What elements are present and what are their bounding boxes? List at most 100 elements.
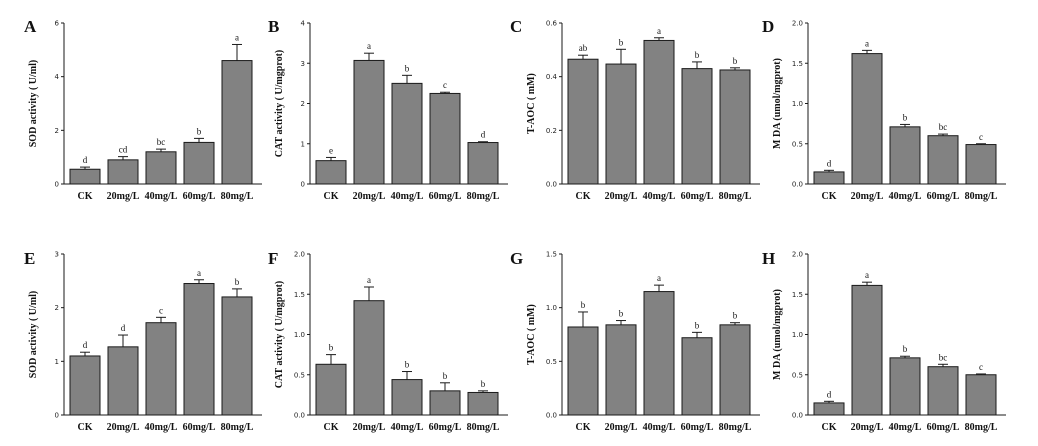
y-tick-label-g: 1.0 bbox=[546, 304, 557, 312]
bar-c-4 bbox=[719, 69, 751, 185]
significance-letter-a-3: b bbox=[197, 126, 202, 136]
y-tick-label-h: 2.0 bbox=[792, 251, 803, 259]
panel-letter-d: D bbox=[762, 17, 774, 36]
bar-e-0 bbox=[69, 355, 101, 416]
category-label-f-3: 60mg/L bbox=[429, 422, 462, 433]
category-label-c-3: 60mg/L bbox=[681, 191, 714, 202]
significance-letter-g-1: b bbox=[619, 309, 624, 319]
significance-letter-f-4: b bbox=[481, 379, 486, 389]
significance-letter-h-0: d bbox=[827, 389, 832, 399]
significance-letter-b-3: c bbox=[443, 80, 447, 90]
significance-letter-f-2: b bbox=[405, 360, 410, 370]
bar-b-1 bbox=[353, 59, 385, 185]
y-tick-label-d: 0.0 bbox=[792, 181, 803, 189]
bar-b-4 bbox=[467, 142, 499, 185]
significance-letter-h-4: c bbox=[979, 362, 983, 372]
significance-letter-b-4: d bbox=[481, 130, 486, 140]
bar-h-3 bbox=[927, 366, 959, 416]
category-label-c-0: CK bbox=[576, 191, 591, 202]
bar-f-3 bbox=[429, 390, 461, 416]
y-axis-title-g: T-AOC ( mM) bbox=[526, 304, 537, 365]
y-axis-title-b: CAT activity ( U/mgprot) bbox=[274, 50, 285, 158]
y-tick-label-e: 0 bbox=[55, 412, 59, 420]
category-label-b-4: 80mg/L bbox=[467, 191, 500, 202]
category-label-a-1: 20mg/L bbox=[107, 191, 140, 202]
y-axis-title-f: CAT activity ( U/mgprot) bbox=[274, 281, 285, 389]
bar-g-1 bbox=[605, 324, 637, 416]
bar-e-3 bbox=[183, 283, 215, 416]
y-axis-title-e: SOD activity ( U/ml) bbox=[28, 291, 39, 379]
category-label-f-2: 40mg/L bbox=[391, 422, 424, 433]
significance-letter-g-0: b bbox=[581, 300, 586, 310]
y-tick-label-f: 0.0 bbox=[294, 412, 305, 420]
panel-letter-f: F bbox=[268, 249, 278, 268]
bar-d-1 bbox=[851, 53, 883, 185]
bar-h-2 bbox=[889, 357, 921, 416]
y-tick-label-c: 0.0 bbox=[546, 181, 557, 189]
category-label-b-0: CK bbox=[324, 191, 339, 202]
significance-letter-g-3: b bbox=[695, 320, 700, 330]
panel-letter-c: C bbox=[510, 17, 522, 36]
bar-b-3 bbox=[429, 92, 461, 185]
category-label-g-4: 80mg/L bbox=[719, 422, 752, 433]
category-label-h-1: 20mg/L bbox=[851, 422, 884, 433]
significance-letter-g-2: a bbox=[657, 273, 661, 283]
y-tick-label-b: 4 bbox=[301, 20, 306, 28]
significance-letter-a-1: cd bbox=[119, 145, 128, 155]
category-label-b-1: 20mg/L bbox=[353, 191, 386, 202]
y-tick-label-h: 1.5 bbox=[792, 291, 803, 299]
significance-letter-a-0: d bbox=[83, 155, 88, 165]
significance-letter-f-3: b bbox=[443, 371, 448, 381]
y-tick-label-c: 0.4 bbox=[546, 73, 558, 81]
category-label-e-1: 20mg/L bbox=[107, 422, 140, 433]
category-label-e-0: CK bbox=[78, 422, 93, 433]
category-label-a-0: CK bbox=[78, 191, 93, 202]
category-label-c-4: 80mg/L bbox=[719, 191, 752, 202]
y-tick-label-h: 0.5 bbox=[792, 371, 803, 379]
y-tick-label-g: 0.0 bbox=[546, 412, 557, 420]
significance-letter-d-1: a bbox=[865, 38, 869, 48]
significance-letter-e-0: d bbox=[83, 340, 88, 350]
significance-letter-h-2: b bbox=[903, 344, 908, 354]
y-tick-label-d: 0.5 bbox=[792, 140, 803, 148]
category-label-f-0: CK bbox=[324, 422, 339, 433]
significance-letter-c-4: b bbox=[733, 56, 738, 66]
bar-a-4 bbox=[221, 60, 253, 185]
bar-h-0 bbox=[813, 402, 845, 416]
bar-a-3 bbox=[183, 141, 215, 185]
y-tick-label-c: 0.2 bbox=[546, 127, 557, 135]
bar-c-3 bbox=[681, 68, 713, 185]
category-label-d-4: 80mg/L bbox=[965, 191, 998, 202]
bar-c-1 bbox=[605, 63, 637, 185]
significance-letter-e-2: c bbox=[159, 305, 163, 315]
category-label-e-2: 40mg/L bbox=[145, 422, 178, 433]
significance-letter-d-3: bc bbox=[939, 122, 948, 132]
significance-letter-c-3: b bbox=[695, 50, 700, 60]
y-tick-label-c: 0.6 bbox=[546, 20, 558, 28]
significance-letter-g-4: b bbox=[733, 311, 738, 321]
significance-letter-b-2: b bbox=[405, 63, 410, 73]
y-tick-label-a: 6 bbox=[55, 20, 60, 28]
bar-g-3 bbox=[681, 337, 713, 416]
y-tick-label-b: 2 bbox=[301, 100, 305, 108]
category-label-d-3: 60mg/L bbox=[927, 191, 960, 202]
bar-g-2 bbox=[643, 291, 675, 416]
category-label-g-1: 20mg/L bbox=[605, 422, 638, 433]
panel-letter-h: H bbox=[762, 249, 775, 268]
bar-b-0 bbox=[315, 160, 347, 185]
bar-f-0 bbox=[315, 363, 347, 416]
significance-letter-e-1: d bbox=[121, 323, 126, 333]
y-tick-label-f: 2.0 bbox=[294, 251, 305, 259]
category-label-g-0: CK bbox=[576, 422, 591, 433]
y-tick-label-f: 1.5 bbox=[294, 291, 305, 299]
y-tick-label-h: 1.0 bbox=[792, 331, 803, 339]
bar-e-4 bbox=[221, 296, 253, 416]
category-label-h-4: 80mg/L bbox=[965, 422, 998, 433]
significance-letter-e-4: b bbox=[235, 277, 240, 287]
significance-letter-b-0: e bbox=[329, 145, 333, 155]
y-tick-label-e: 3 bbox=[55, 251, 59, 259]
significance-letter-c-2: a bbox=[657, 26, 661, 36]
significance-letter-a-4: a bbox=[235, 32, 239, 42]
y-axis-title-d: M DA (umol/mgprot) bbox=[772, 58, 783, 149]
